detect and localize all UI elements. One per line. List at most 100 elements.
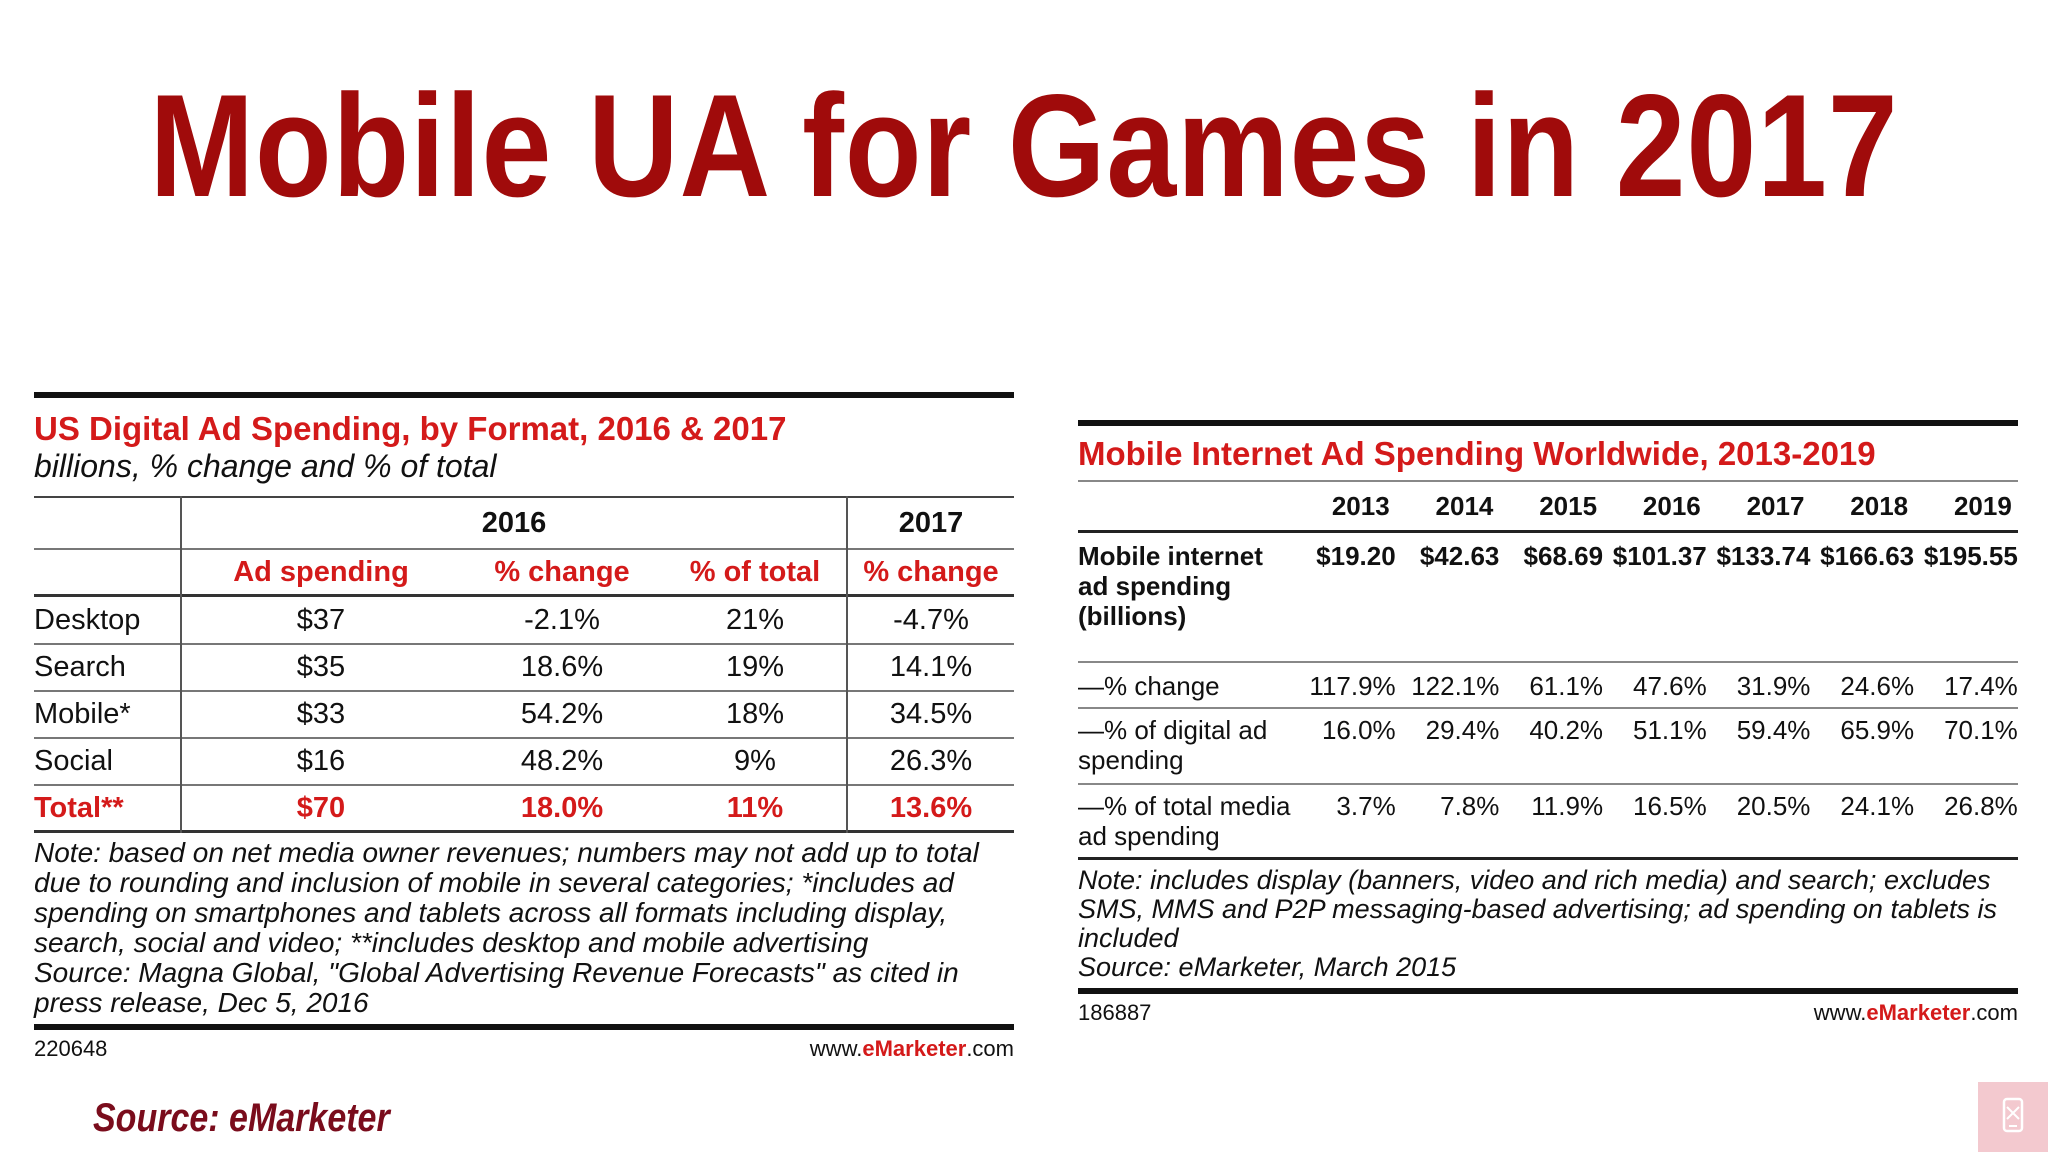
divider [34,496,1014,498]
table-source: Source: eMarketer, March 2015 [1078,952,1457,982]
cell: 122.1% [1411,671,1500,701]
cell: -4.7% [893,603,969,636]
us-ad-spending-table: US Digital Ad Spending, by Format, 2016 … [34,392,1014,1062]
col-pct-change-2017: % change [863,555,999,588]
corner-badge[interactable] [1978,1082,2048,1152]
cell: 21% [725,603,785,636]
site-brand: eMarketer [1866,1000,1971,1025]
row-label: —% of total media ad spending [1078,791,1291,851]
table-row: —% of total media ad spending 3.7% 7.8% … [1078,785,2018,857]
group-header-2016: 2016 [481,506,547,539]
divider [34,737,1014,739]
row-label: Mobile* [34,697,131,730]
divider [1078,480,2018,482]
cell: 9% [734,744,776,777]
cell: 59.4% [1736,715,1811,745]
cell: 19% [725,650,785,683]
table-row: Social $16 48.2% 9% 26.3% [34,738,1014,784]
site-link: www.eMarketer.com [810,1036,1014,1062]
divider [1078,783,2018,785]
chart-id: 220648 [34,1036,108,1061]
divider [34,784,1014,786]
cell: 48.2% [520,744,604,777]
cell: 18.6% [520,650,604,683]
group-header-row: 2016 2017 [34,498,1014,548]
cell: 26.8% [1944,791,2018,821]
cell: 3.7% [1336,791,1396,821]
divider [1078,661,2018,663]
table-row: Mobile* $33 54.2% 18% 34.5% [34,691,1014,737]
cell: $19.20 [1316,541,1396,571]
cell: 11% [726,791,784,824]
cell: 54.2% [520,697,604,730]
table-title: Mobile Internet Ad Spending Worldwide, 2… [1078,435,1876,472]
table-note: Note: includes display (banners, video a… [1078,865,1998,953]
cell: 31.9% [1736,671,1811,701]
column-divider [846,496,848,833]
cell: $101.37 [1612,541,1707,571]
bottom-rule [34,1024,1014,1030]
table-row: Desktop $37 -2.1% 21% -4.7% [34,597,1014,643]
cell: $42.63 [1419,541,1500,571]
site-prefix: www. [809,1036,863,1061]
cell: 40.2% [1529,715,1604,745]
column-header-row: Ad spending % change % of total % change [34,550,1014,594]
cell: 18% [725,697,785,730]
table-row: Search $35 18.6% 19% 14.1% [34,644,1014,690]
cell: $35 [296,650,346,683]
divider [1078,857,2018,860]
cell: $195.55 [1923,541,2018,571]
cell: $37 [296,603,346,636]
cell: $16 [296,744,346,777]
cell: 61.1% [1529,671,1604,701]
cell: 14.1% [889,650,973,683]
column-divider [180,496,182,833]
group-header-2017: 2017 [898,506,964,539]
cell: 16.5% [1633,791,1707,821]
mobile-ad-spending-table: Mobile Internet Ad Spending Worldwide, 2… [1078,420,2018,1026]
divider [34,594,1014,597]
divider [1078,707,2018,709]
table-grid: 2016 2017 Ad spending % change % of tota… [34,496,1014,833]
site-prefix: www. [1813,1000,1867,1025]
table-subtitle: billions, % change and % of total [34,448,497,484]
table-source: Source: Magna Global, "Global Advertisin… [34,957,959,1018]
cell: 26.3% [889,744,973,777]
year-header: 2017 [1746,491,1805,521]
row-label: Mobile internet ad spending (billions) [1078,541,1263,631]
year-header: 2019 [1953,491,2012,521]
year-header-row: 2013 2014 2015 2016 2017 2018 2019 [1078,482,2018,530]
col-ad-spending: Ad spending [233,555,409,588]
col-pct-change: % change [494,555,630,588]
top-rule [34,392,1014,398]
table-row: Mobile internet ad spending (billions) $… [1078,533,2018,661]
site-suffix: .com [1970,1000,2018,1025]
cell: 34.5% [889,697,973,730]
table-footer: 220648 www.eMarketer.com [34,1036,1014,1062]
bottom-rule [1078,988,2018,994]
divider [34,830,1014,833]
table-note: Note: based on net media owner revenues;… [34,837,979,958]
table-title: US Digital Ad Spending, by Format, 2016 … [34,410,787,447]
table-row: —% change 117.9% 122.1% 61.1% 47.6% 31.9… [1078,663,2018,707]
cell: 24.6% [1840,671,1915,701]
cell: 29.4% [1425,715,1500,745]
cell: $166.63 [1820,541,1915,571]
mobile-phone-icon [1997,1097,2029,1138]
site-brand: eMarketer [862,1036,967,1061]
cell: $33 [296,697,346,730]
slide-source: Source: eMarketer [93,1096,390,1140]
year-header: 2016 [1642,491,1701,521]
cell: 16.0% [1321,715,1396,745]
cell: -2.1% [524,603,600,636]
row-label: Search [34,650,126,683]
table-row-total: Total** $70 18.0% 11% 13.6% [34,785,1014,831]
site-link: www.eMarketer.com [1814,1000,2018,1026]
col-pct-total: % of total [689,555,821,588]
cell: 117.9% [1309,671,1396,701]
divider [1078,530,2018,533]
cell: 17.4% [1944,671,2018,701]
chart-id: 186887 [1078,1000,1152,1025]
cell: 65.9% [1840,715,1915,745]
cell: $68.69 [1523,541,1604,571]
